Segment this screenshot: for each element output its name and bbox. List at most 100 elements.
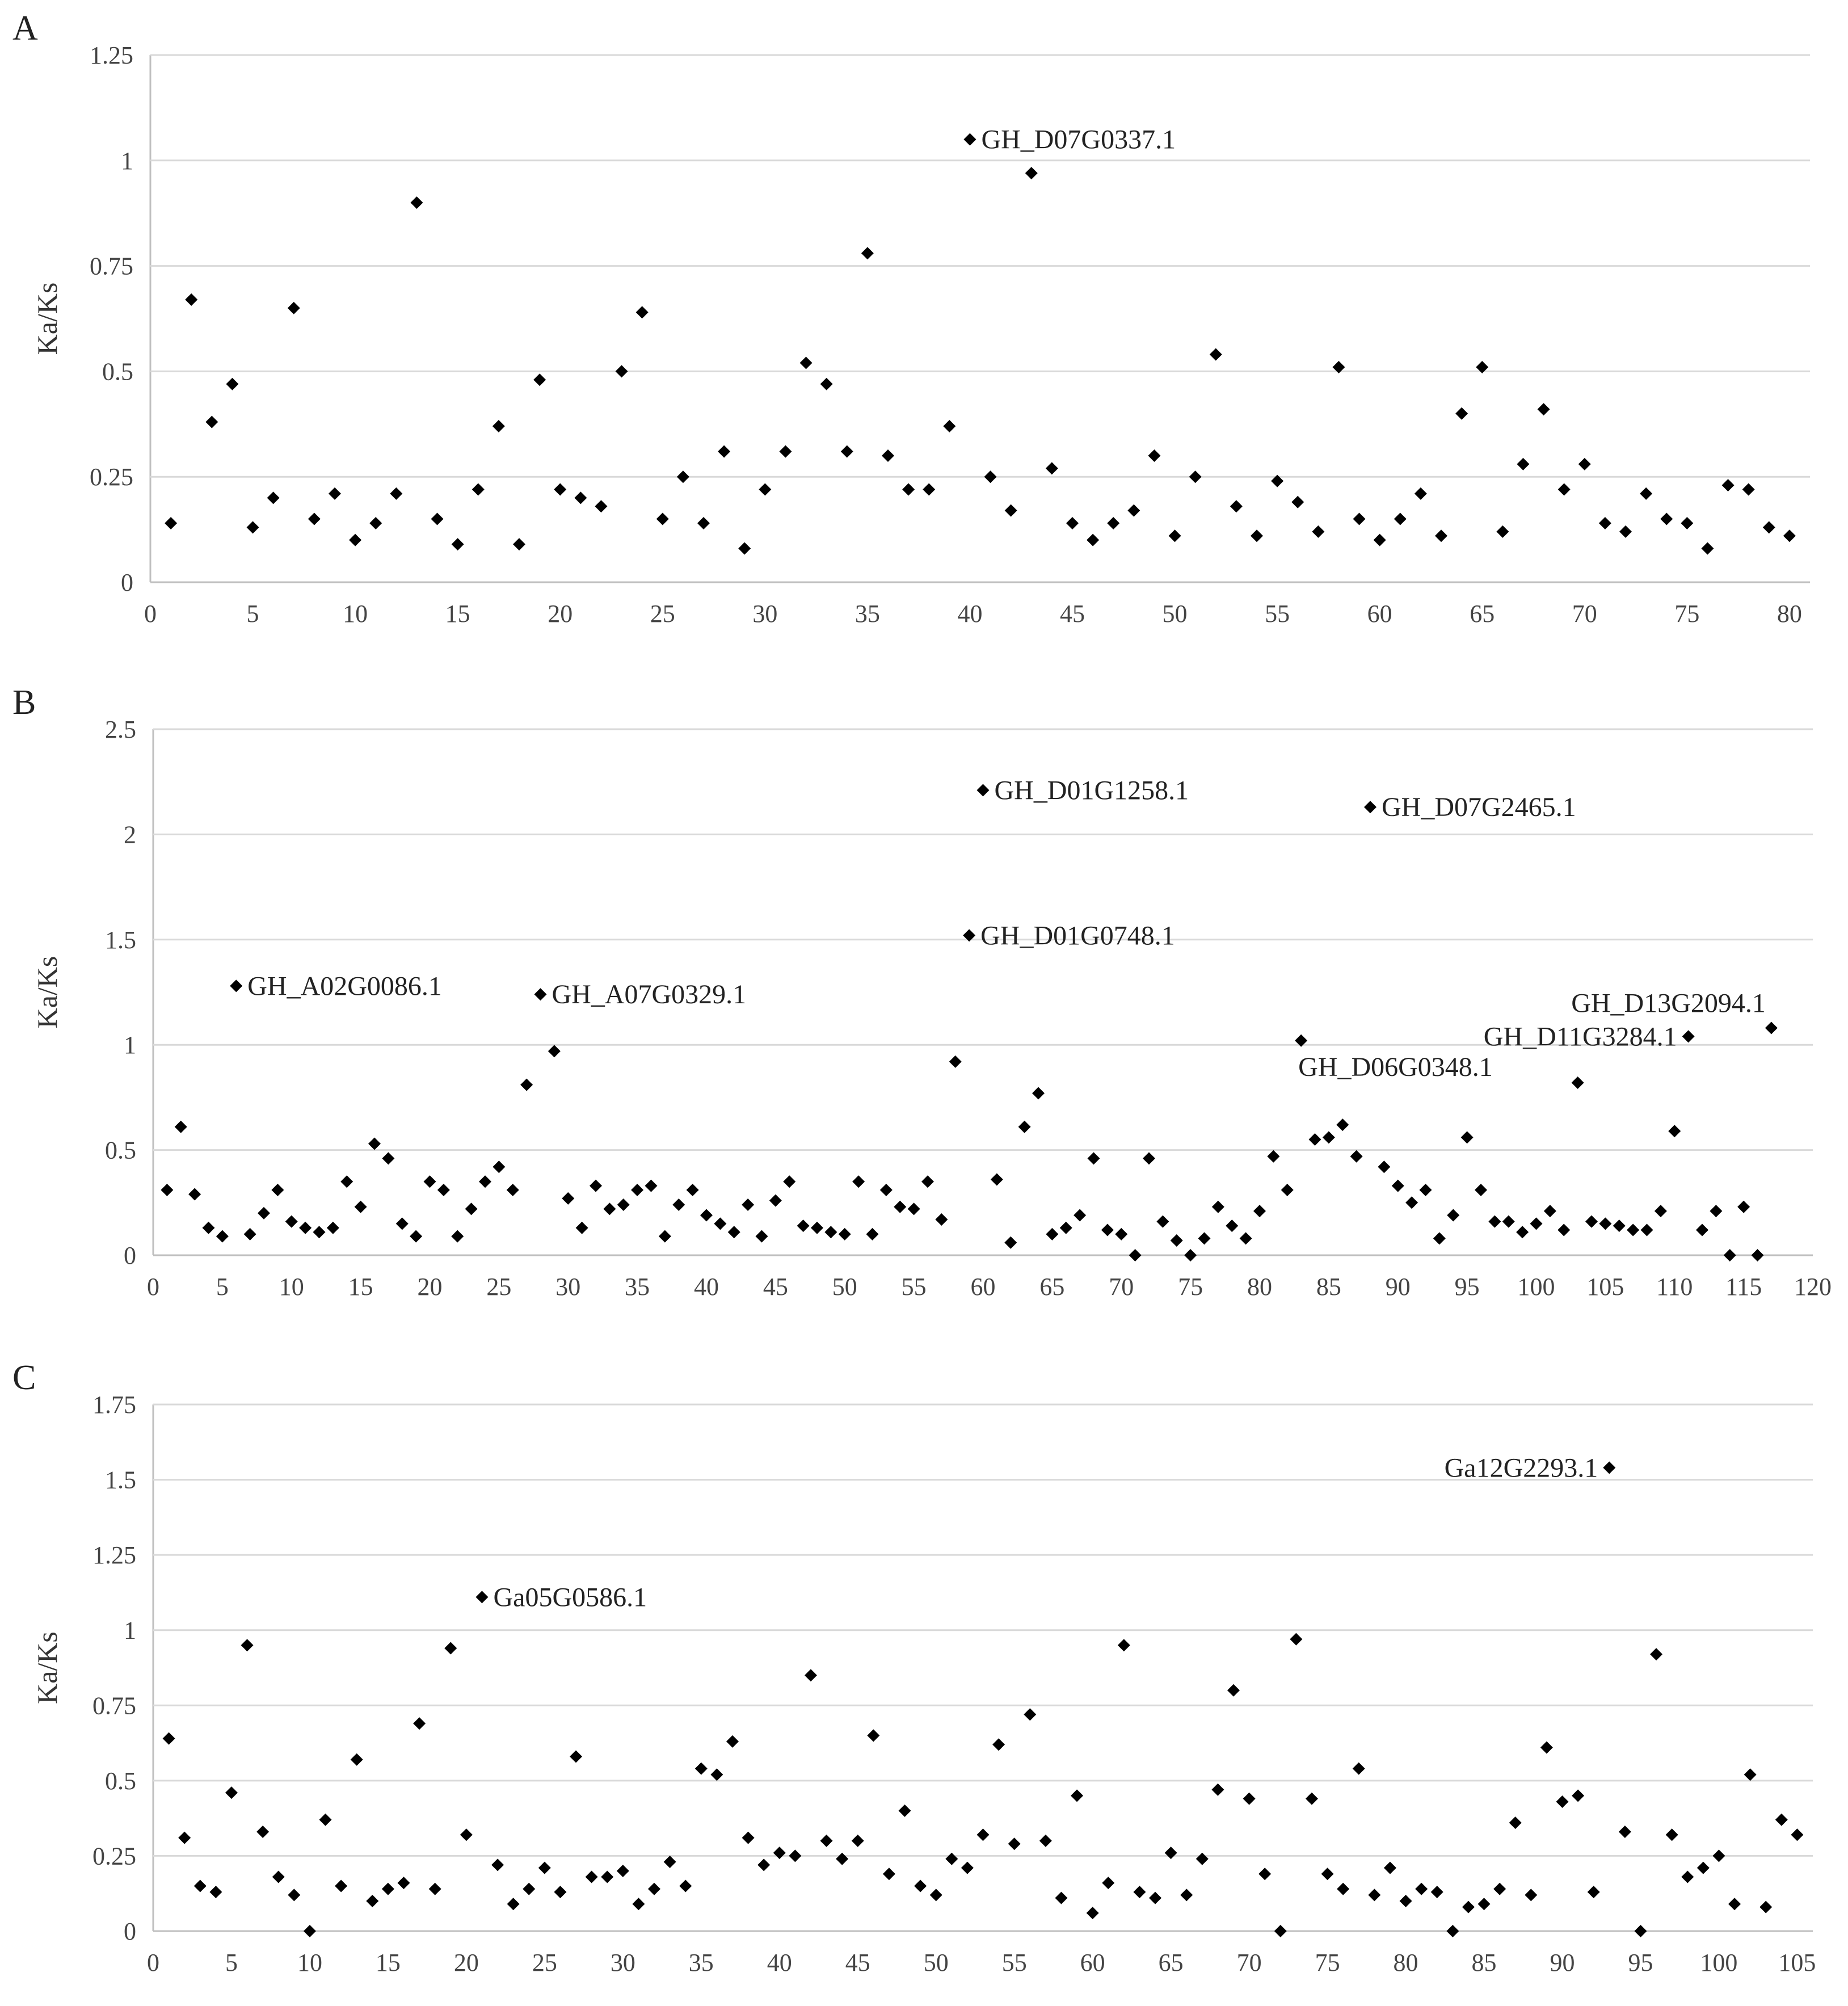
data-point [861, 247, 874, 260]
data-point [1189, 470, 1202, 483]
x-tick-label: 80 [1777, 600, 1802, 628]
x-tick-label: 115 [1725, 1273, 1762, 1301]
data-point [1291, 495, 1304, 508]
data-point [1102, 1877, 1115, 1890]
data-point [1321, 1868, 1334, 1881]
y-tick-label: 0.5 [102, 358, 133, 385]
data-point [1476, 360, 1489, 373]
data-point [285, 1215, 298, 1228]
data-point [413, 1717, 426, 1730]
data-point [718, 445, 731, 458]
data-point [1460, 1131, 1474, 1144]
x-tick-label: 30 [752, 600, 777, 628]
data-point [1258, 1868, 1272, 1881]
x-tick-label: 15 [376, 1949, 401, 1976]
data-point [1455, 407, 1468, 420]
data-point [1775, 1813, 1788, 1826]
data-point [1336, 1118, 1349, 1132]
x-tick-label: 25 [532, 1949, 557, 1976]
panel-b: B 0 0.5 1 1.5 2 2.5 0 5 10 15 20 25 30 35 40 45 50 55 60 65 7… [12, 683, 1832, 1301]
point-annotation: Ga12G2293.1 [1445, 1453, 1598, 1483]
data-point [963, 133, 976, 146]
data-point [574, 491, 587, 504]
data-point [1251, 529, 1263, 542]
data-point [1391, 1179, 1404, 1192]
data-point [1556, 1795, 1569, 1808]
data-point [672, 1198, 685, 1212]
data-point [1650, 1648, 1663, 1661]
data-point [1156, 1215, 1169, 1228]
data-point [1164, 1847, 1177, 1860]
x-tick-label: 55 [1265, 600, 1290, 628]
y-axis-label: Ka/Ks [31, 956, 63, 1029]
x-tick-label: 45 [1060, 600, 1085, 628]
data-point [562, 1192, 575, 1205]
x-tick-label: 95 [1455, 1273, 1480, 1301]
data-point [990, 1173, 1003, 1186]
y-tick-label: 0 [124, 1242, 136, 1269]
data-point [271, 1184, 284, 1197]
data-point [554, 483, 567, 496]
data-point [1008, 1837, 1021, 1851]
data-point [820, 1834, 833, 1847]
panel-letter: B [12, 683, 36, 722]
data-point [1117, 1639, 1130, 1652]
x-tick-label: 105 [1778, 1949, 1816, 1976]
y-tick-label: 0.5 [105, 1767, 136, 1795]
x-tick-label: 65 [1039, 1273, 1064, 1301]
data-point [1502, 1215, 1515, 1228]
data-point [472, 483, 485, 496]
data-point [1168, 529, 1181, 542]
x-tick-label: 75 [1315, 1949, 1340, 1976]
data-point [757, 1858, 771, 1872]
data-point [1308, 1133, 1321, 1146]
data-point [882, 449, 894, 462]
data-point [1364, 801, 1376, 814]
data-point [1209, 348, 1222, 361]
point-annotation: GH_D01G0748.1 [980, 920, 1175, 951]
data-point [216, 1230, 229, 1243]
data-point [656, 512, 669, 525]
data-point [755, 1230, 768, 1243]
data-point [479, 1175, 491, 1188]
data-point [340, 1175, 353, 1188]
data-point [1759, 1900, 1773, 1914]
data-point [663, 1856, 676, 1869]
data-point [949, 1055, 962, 1068]
data-point [205, 415, 218, 428]
y-tick-label: 1.25 [90, 41, 133, 69]
data-point [188, 1188, 201, 1201]
data-point [491, 1858, 504, 1872]
data-point [1435, 529, 1447, 542]
data-point [992, 1738, 1005, 1751]
data-point [1475, 1184, 1487, 1197]
x-tick-label: 70 [1237, 1949, 1262, 1976]
data-point [676, 470, 689, 483]
data-point [882, 1868, 895, 1881]
data-point [1353, 512, 1366, 525]
y-tick-label: 0 [121, 569, 133, 596]
data-point [369, 516, 382, 529]
data-point [460, 1828, 473, 1841]
data-point [1322, 1131, 1335, 1144]
data-point [1059, 1221, 1072, 1234]
data-point [1337, 1882, 1350, 1895]
data-point [929, 1889, 942, 1902]
y-tick-label: 2 [124, 821, 136, 848]
data-point [272, 1870, 285, 1883]
data-point [700, 1209, 713, 1222]
data-point [1598, 516, 1611, 529]
data-point [575, 1221, 588, 1234]
data-point [1148, 449, 1161, 462]
data-point [742, 1831, 755, 1844]
x-tick-label: 0 [147, 1949, 159, 1976]
x-tick-label: 35 [855, 600, 880, 628]
y-tick-label: 0.25 [90, 463, 133, 491]
data-point [1195, 1852, 1209, 1865]
data-point [914, 1879, 927, 1893]
data-point [513, 538, 525, 551]
data-point [773, 1847, 786, 1860]
data-point [1557, 483, 1571, 496]
data-point [1696, 1223, 1708, 1237]
data-point [1184, 1249, 1197, 1261]
